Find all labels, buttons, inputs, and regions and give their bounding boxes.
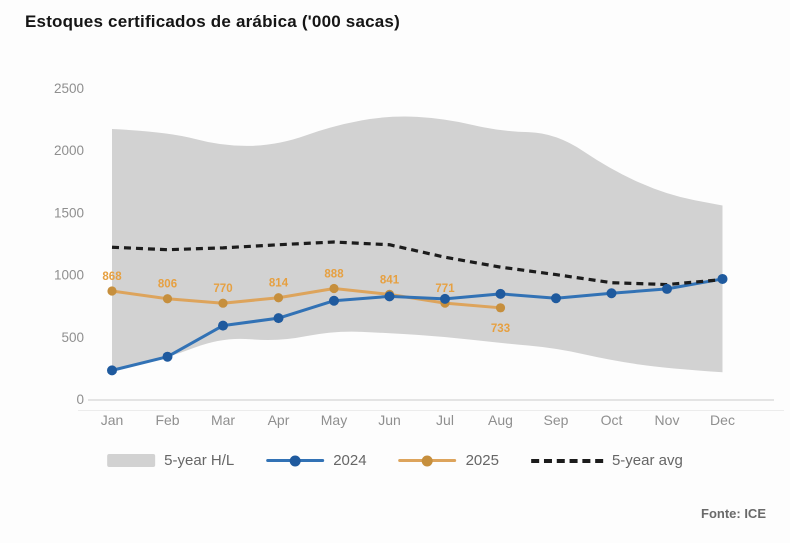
marker-2024-May — [329, 295, 339, 306]
y-tick-label-2000: 2000 — [54, 143, 84, 158]
legend-item-2024: 2024 — [266, 452, 367, 469]
marker-2024-Jan — [107, 365, 117, 376]
data-label-2025-Feb: 806 — [158, 279, 177, 291]
legend-item-5year-avg: 5-year avg — [530, 452, 683, 469]
legend-item-5year-hl: 5-year H/L — [107, 452, 234, 469]
marker-2025-Aug — [495, 303, 506, 313]
marker-2024-Jun — [384, 291, 395, 302]
line-5year-avg — [111, 240, 723, 287]
marker-2025-Feb — [162, 294, 173, 304]
x-tick-label-Mar: Mar — [211, 412, 235, 428]
x-tick-label-Jun: Jun — [378, 412, 401, 428]
source-label: Fonte: ICE — [701, 506, 766, 521]
data-label-2025-Jun: 841 — [380, 274, 400, 286]
line-2025-swatch-icon — [398, 455, 457, 466]
band-swatch-icon — [107, 454, 156, 467]
y-tick-label-1500: 1500 — [54, 205, 84, 220]
data-label-2025-Jul: 771 — [435, 283, 455, 295]
marker-2024-Feb — [162, 351, 173, 362]
marker-2024-Jul — [440, 293, 450, 304]
data-label-2025-Mar: 770 — [213, 283, 232, 295]
marker-2024-Nov — [662, 283, 672, 294]
x-tick-label-Jul: Jul — [436, 412, 454, 428]
legend-label-5year-avg: 5-year avg — [611, 452, 683, 469]
dot-2024-icon — [289, 455, 301, 466]
data-label-2025-Aug: 733 — [491, 323, 510, 335]
marker-2024-Mar — [218, 320, 228, 331]
marker-2025-Apr — [273, 293, 284, 303]
x-tick-label-Jan: Jan — [101, 412, 124, 428]
line-2024-swatch-icon — [266, 455, 325, 466]
x-tick-label-Oct: Oct — [601, 412, 623, 428]
x-tick-label-Aug: Aug — [488, 412, 513, 428]
x-tick-label-May: May — [321, 412, 347, 428]
marker-2025-May — [329, 283, 339, 294]
y-tick-label-0: 0 — [76, 392, 84, 407]
marker-2024-Apr — [273, 313, 284, 324]
x-tick-label-Dec: Dec — [710, 412, 735, 428]
data-label-2025-Jan: 868 — [102, 271, 122, 283]
line-2024 — [111, 277, 723, 372]
x-tick-label-Feb: Feb — [155, 412, 179, 428]
marker-2025-Mar — [218, 298, 228, 308]
band-area-5year-hl — [112, 116, 723, 373]
dashed-line-swatch-icon — [530, 458, 603, 463]
dot-2025-icon — [422, 455, 434, 466]
marker-2024-Sep — [551, 293, 561, 304]
y-tick-label-1000: 1000 — [54, 268, 84, 283]
legend-label-5year-hl: 5-year H/L — [164, 452, 235, 469]
marker-2024-Oct — [606, 288, 617, 299]
y-tick-label-500: 500 — [61, 330, 84, 345]
chart-legend: 5-year H/L 2024 2025 5-year avg — [107, 452, 683, 469]
legend-item-2025: 2025 — [398, 452, 499, 469]
x-tick-label-Sep: Sep — [544, 412, 569, 428]
marker-2024-Dec — [717, 273, 728, 284]
marker-2025-Jan — [107, 286, 117, 296]
data-label-2025-May: 888 — [324, 269, 344, 281]
chart-title: Estoques certificados de arábica ('000 s… — [25, 12, 400, 31]
line-2025 — [111, 287, 501, 310]
stocks-chart: 868 806 770 814 888 841 771 733 0 500 1000 1500 2000… — [54, 81, 784, 428]
x-tick-label-Apr: Apr — [268, 412, 290, 428]
data-label-2025-Apr: 814 — [269, 278, 289, 290]
legend-label-2025: 2025 — [465, 452, 499, 469]
legend-label-2024: 2024 — [333, 452, 367, 469]
y-tick-label-2500: 2500 — [54, 81, 84, 96]
marker-2024-Aug — [495, 288, 506, 299]
x-tick-label-Nov: Nov — [655, 412, 680, 428]
